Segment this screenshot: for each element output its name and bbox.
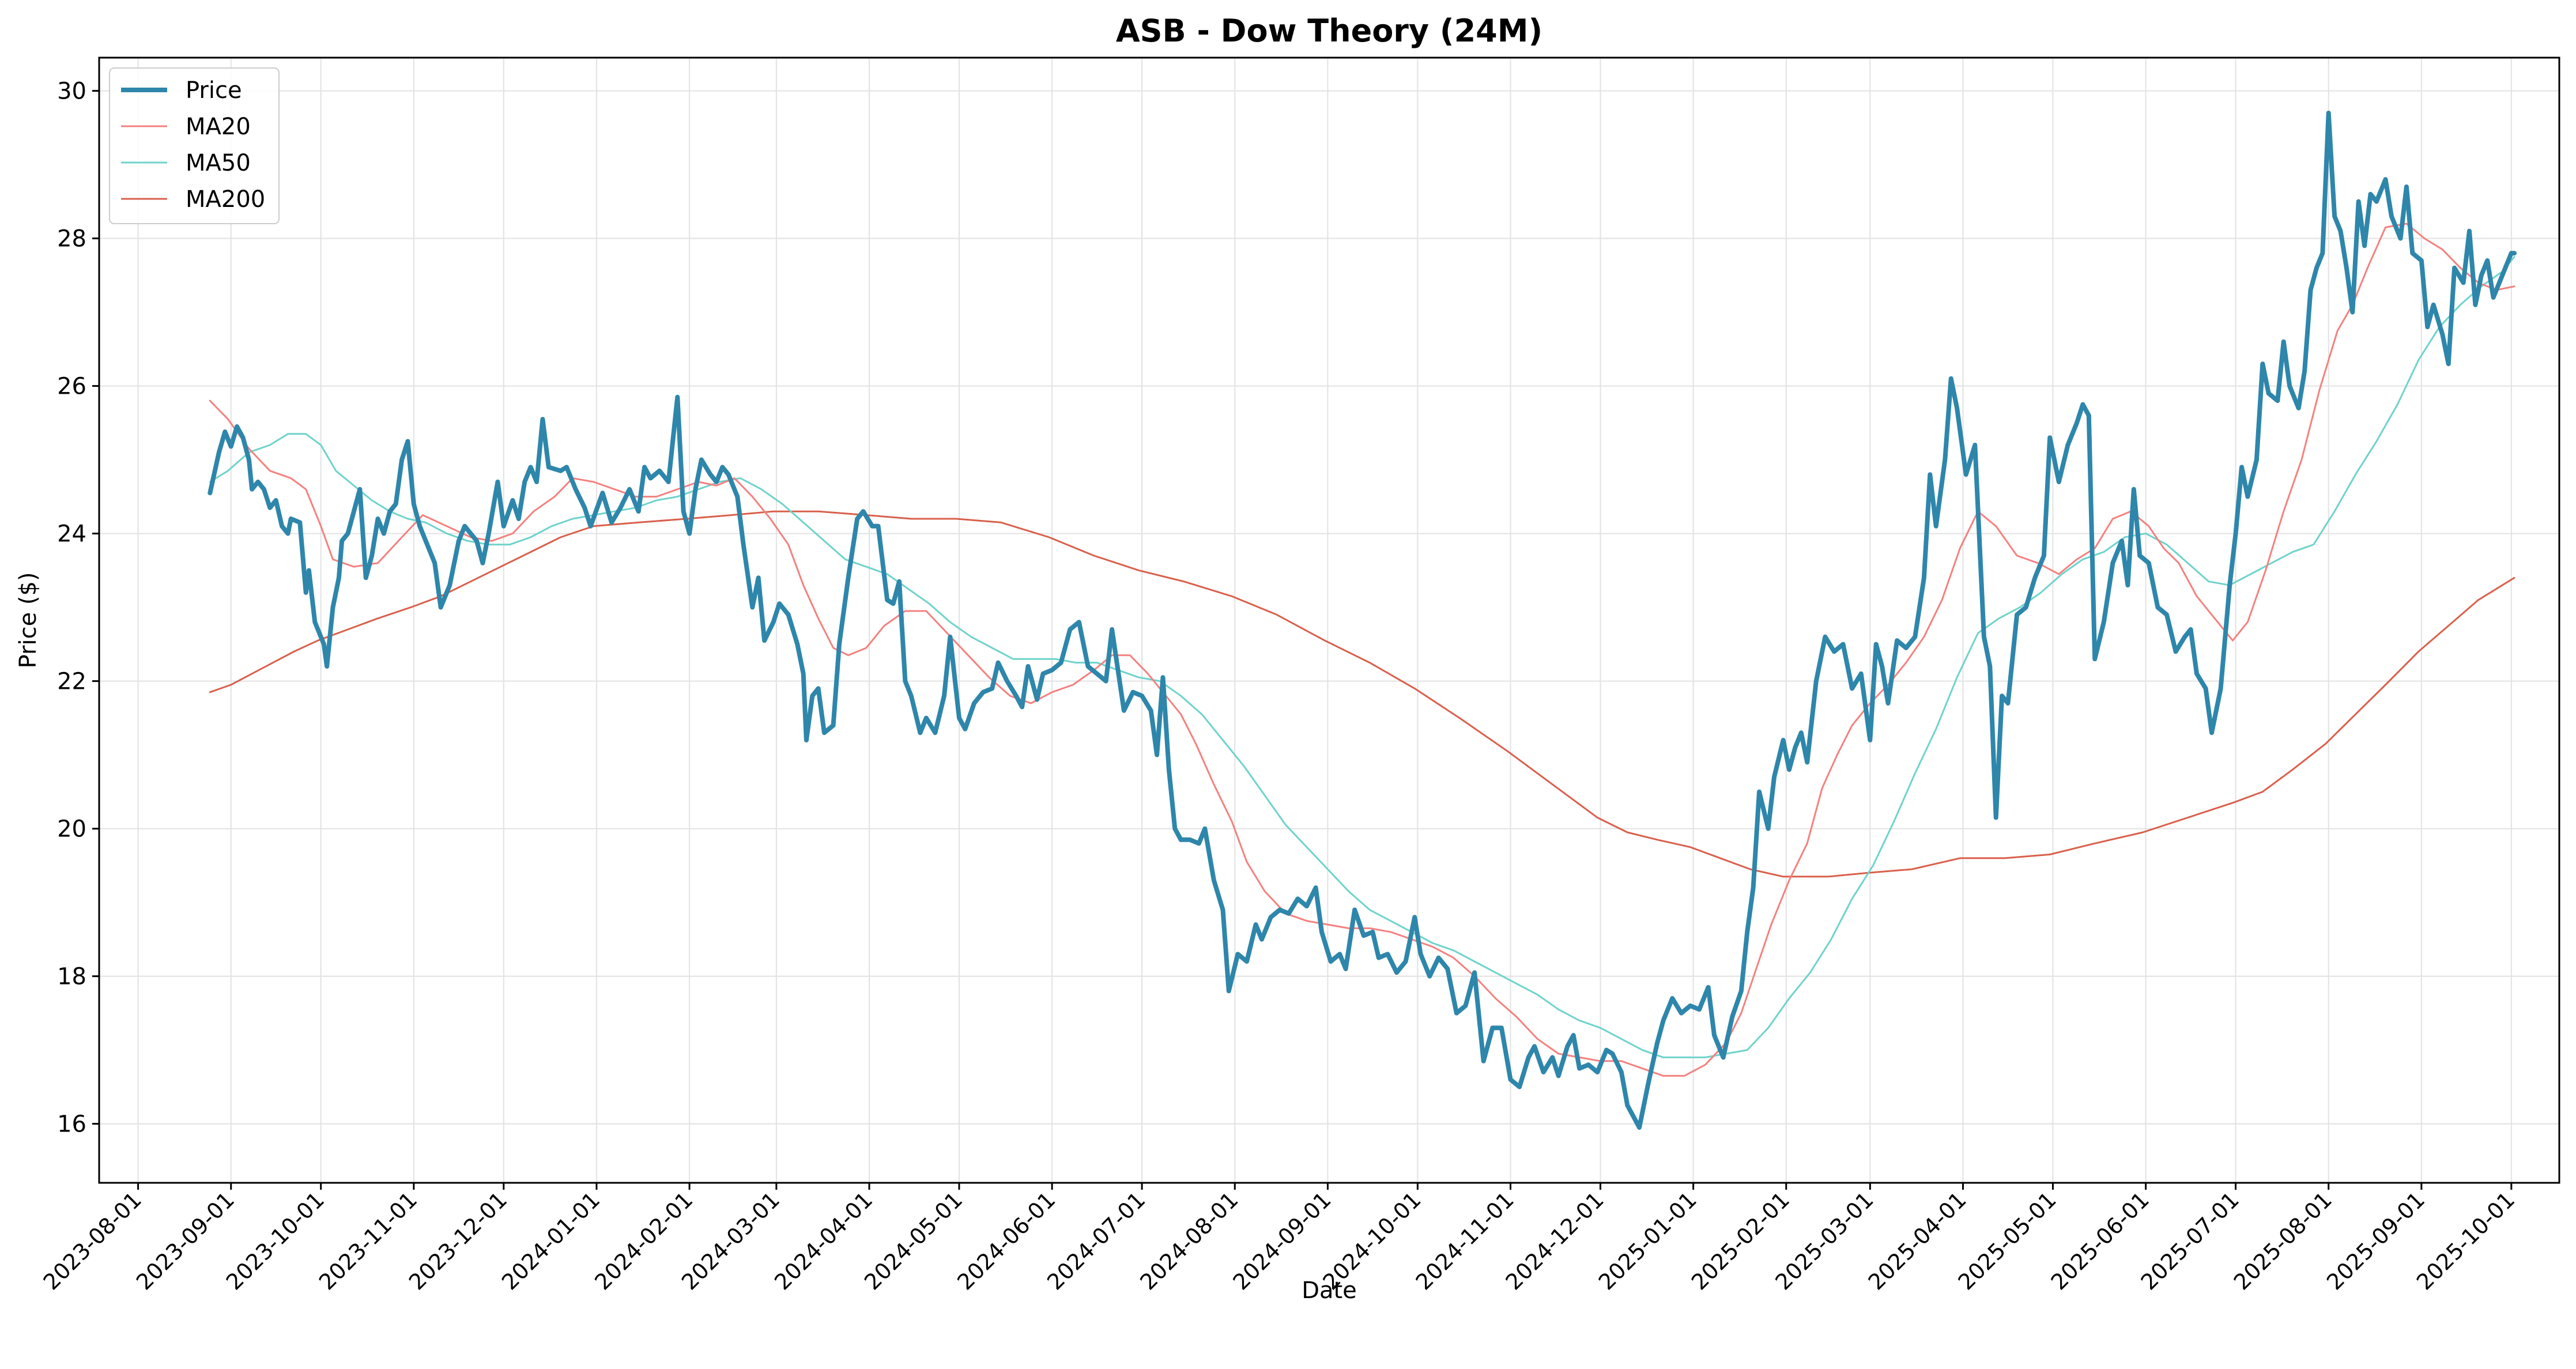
y-tick-label: 30	[57, 78, 86, 105]
chart-title: ASB - Dow Theory (24M)	[1116, 13, 1542, 49]
legend-label: MA20	[186, 114, 251, 140]
legend-box	[109, 67, 280, 224]
legend-label: MA50	[186, 150, 251, 176]
grid	[99, 58, 2559, 1183]
legend-label: MA200	[186, 186, 265, 213]
y-tick-label: 18	[57, 964, 86, 990]
y-tick-label: 26	[57, 374, 86, 400]
series-line-ma200	[209, 510, 2515, 878]
series-line-ma20	[209, 222, 2515, 1077]
y-tick-label: 22	[57, 669, 86, 695]
legend-label: Price	[186, 77, 242, 104]
x-axis-label: Date	[1302, 1277, 1357, 1304]
y-tick-label: 24	[57, 521, 86, 548]
y-tick-label: 28	[57, 226, 86, 252]
series-layer	[208, 111, 2517, 1130]
y-tick-label: 20	[57, 816, 86, 843]
y-axis: 16 18 20 22 24 26 28 30	[57, 78, 99, 1138]
legend: Price MA20 MA50 MA200	[109, 67, 280, 224]
y-axis-label: Price ($)	[15, 572, 42, 669]
plot-frame	[98, 56, 2560, 1184]
series-line-price	[208, 111, 2517, 1130]
y-tick-label: 16	[57, 1111, 86, 1138]
